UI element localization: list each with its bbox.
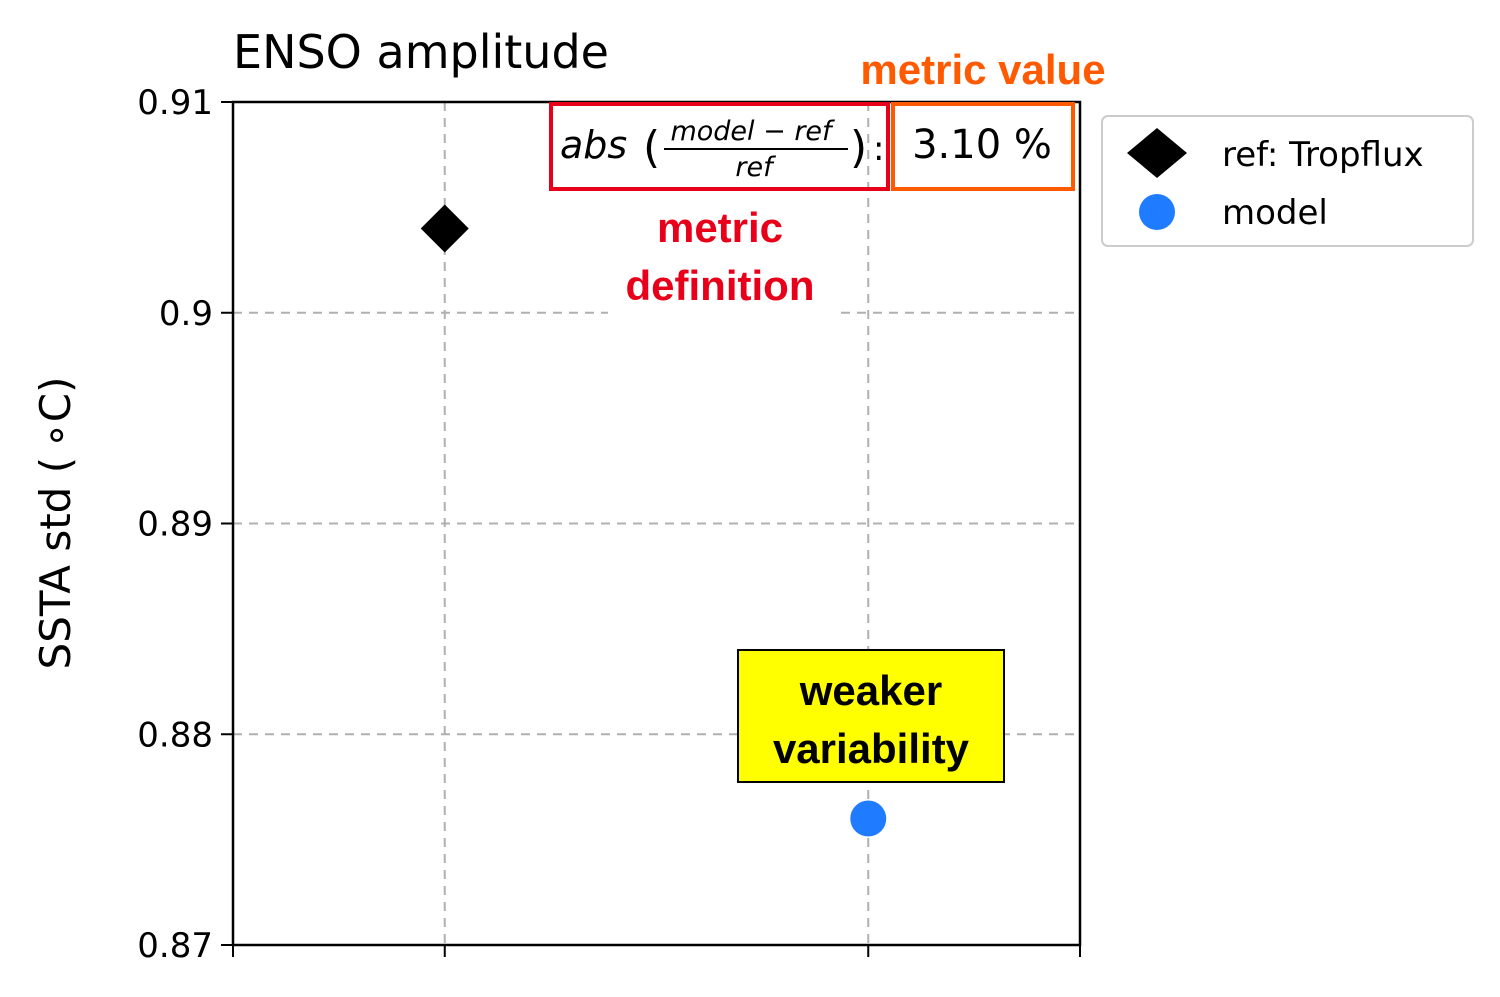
metric-value: 3.10 % (912, 122, 1052, 168)
legend-frame (1101, 115, 1474, 247)
metric-formula: abs ( model − ref ref ) : 3.10 % (560, 116, 1052, 183)
y-axis-label: SSTA std ( ∘C) (31, 377, 80, 670)
metric-definition-annotation-line2: definition (626, 262, 815, 309)
metric-value-box (891, 102, 1075, 191)
y-ticks: 0.87 0.88 0.89 0.9 0.91 (137, 83, 233, 966)
metric-definition-annotation-bg (608, 200, 834, 318)
y-tick-label: 0.9 (159, 294, 213, 334)
y-tick-label: 0.89 (137, 505, 213, 545)
legend-circle-icon (1139, 194, 1175, 230)
data-markers (420, 204, 887, 837)
y-tick-label: 0.88 (137, 715, 213, 755)
metric-definition-annotation-line1: metric (657, 204, 783, 251)
formula-left-paren: ( (643, 122, 660, 173)
y-tick-label: 0.91 (137, 83, 213, 123)
formula-right-paren: ) (850, 122, 867, 173)
formula-abs: abs (560, 123, 627, 167)
legend-label-ref: ref: Tropflux (1222, 135, 1424, 175)
ref-tropflux-point (420, 204, 469, 253)
formula-denominator: ref (735, 152, 776, 183)
weaker-variability-line1: weaker (799, 667, 942, 714)
formula-colon: : (873, 129, 884, 169)
y-tick-label: 0.87 (137, 926, 213, 966)
metric-definition-box (549, 102, 890, 191)
weaker-variability-box (737, 649, 1005, 783)
legend: ref: Tropflux model (1101, 115, 1474, 247)
legend-diamond-icon (1127, 128, 1187, 178)
legend-label-model: model (1222, 193, 1328, 233)
metric-value-annotation: metric value (860, 46, 1105, 93)
weaker-variability-line2: variability (773, 725, 970, 772)
formula-numerator: model − ref (670, 116, 835, 147)
model-point (850, 800, 887, 837)
chart-title: ENSO amplitude (233, 25, 609, 79)
x-ticks (232, 945, 1081, 957)
